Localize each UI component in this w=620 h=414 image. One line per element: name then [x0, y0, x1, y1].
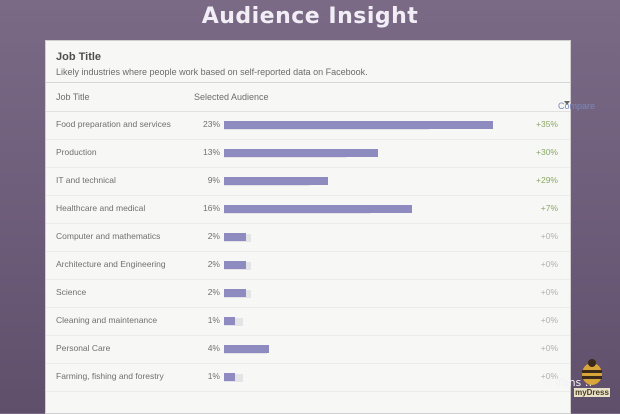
- row-percentage: 23%: [202, 119, 220, 129]
- watermark: :: ifans ::: [544, 376, 593, 389]
- job-title-rows: Food preparation and services 23% +35% Prod…: [46, 112, 570, 392]
- bar-track: [224, 233, 504, 242]
- row-compare: +0%: [540, 371, 558, 381]
- table-row: Farming, fishing and forestry 1% +0%: [46, 364, 570, 392]
- table-row: Science 2% +0%: [46, 280, 570, 308]
- row-compare: +30%: [536, 147, 558, 157]
- mydress-logo: myDress: [574, 356, 610, 400]
- audience-bar: [224, 317, 236, 325]
- table-row: Healthcare and medical 16% +7%: [46, 196, 570, 224]
- panel-subtitle: Likely industries where people work base…: [56, 67, 368, 77]
- bar-track: [224, 345, 504, 354]
- row-percentage: 1%: [207, 315, 220, 325]
- row-compare: +0%: [540, 343, 558, 353]
- bar-track: [224, 205, 504, 214]
- row-compare: +0%: [540, 259, 558, 269]
- row-label: Food preparation and services: [56, 119, 171, 129]
- row-label: Computer and mathematics: [56, 231, 161, 241]
- row-percentage: 4%: [207, 343, 220, 353]
- panel-header: Job Title Likely industries where people…: [46, 41, 570, 83]
- row-label: Cleaning and maintenance: [56, 315, 158, 325]
- bar-track: [224, 121, 504, 130]
- column-header-job-title: Job Title: [56, 92, 90, 102]
- logo-text: myDress: [574, 388, 610, 397]
- bar-track: [224, 149, 504, 158]
- row-label: IT and technical: [56, 175, 116, 185]
- bar-track: [224, 261, 504, 270]
- table-row: Architecture and Engineering 2% +0%: [46, 252, 570, 280]
- row-compare: +7%: [540, 203, 558, 213]
- table-row: Cleaning and maintenance 1% +0%: [46, 308, 570, 336]
- audience-bar: [224, 205, 412, 213]
- row-percentage: 2%: [207, 231, 220, 241]
- row-compare: +29%: [536, 175, 558, 185]
- row-percentage: 2%: [207, 287, 220, 297]
- bar-track: [224, 289, 504, 298]
- row-percentage: 16%: [202, 203, 220, 213]
- row-percentage: 1%: [207, 371, 220, 381]
- panel-title: Job Title: [56, 51, 102, 63]
- column-header-selected-audience: Selected Audience: [194, 92, 269, 102]
- table-row: Production 13% +30%: [46, 140, 570, 168]
- table-row: Personal Care 4% +0%: [46, 336, 570, 364]
- column-headers: Job Title Selected Audience Compare: [46, 83, 595, 112]
- audience-bar: [224, 177, 328, 185]
- chevron-down-icon: [564, 101, 570, 105]
- row-label: Farming, fishing and forestry: [56, 371, 164, 381]
- compare-label: Compare: [558, 101, 596, 111]
- bar-track: [224, 317, 504, 326]
- row-label: Healthcare and medical: [56, 203, 146, 213]
- audience-bar: [224, 373, 236, 381]
- table-row: Computer and mathematics 2% +0%: [46, 224, 570, 252]
- row-label: Production: [56, 147, 97, 157]
- job-title-panel: Job Title Likely industries where people…: [45, 40, 595, 414]
- row-label: Science: [56, 287, 87, 297]
- audience-bar: [224, 289, 247, 297]
- table-row: IT and technical 9% +29%: [46, 168, 570, 196]
- bar-track: [224, 177, 504, 186]
- row-label: Personal Care: [56, 343, 111, 353]
- table-row: Food preparation and services 23% +35%: [46, 112, 570, 140]
- row-compare: +0%: [540, 287, 558, 297]
- row-compare: +0%: [540, 315, 558, 325]
- bee-icon: [582, 359, 602, 385]
- audience-bar: [224, 121, 493, 129]
- row-compare: +35%: [536, 119, 558, 129]
- audience-bar: [224, 233, 247, 241]
- audience-bar: [224, 345, 269, 353]
- bar-track: [224, 373, 504, 382]
- row-label: Architecture and Engineering: [56, 259, 166, 269]
- slide-title: Audience Insight: [201, 4, 419, 29]
- audience-bar: [224, 261, 247, 269]
- row-compare: +0%: [540, 231, 558, 241]
- row-percentage: 13%: [202, 147, 220, 157]
- row-percentage: 2%: [207, 259, 220, 269]
- audience-bar: [224, 149, 378, 157]
- row-percentage: 9%: [207, 175, 220, 185]
